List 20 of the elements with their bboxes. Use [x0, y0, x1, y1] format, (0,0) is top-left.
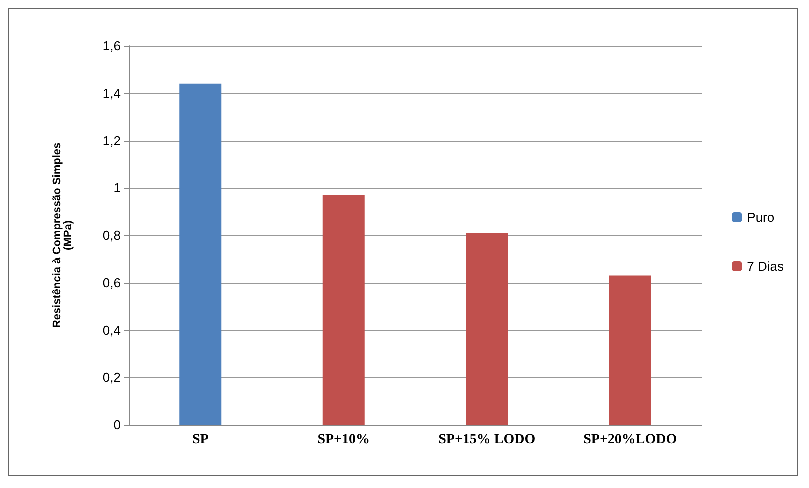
y-axis-title: Resistência à Compressão Simples (MPa) [52, 142, 74, 328]
bar [466, 233, 508, 425]
y-tick-label: 1 [114, 180, 121, 196]
x-tick-label: SP+20%LODO [584, 432, 678, 448]
legend-label: Puro [747, 210, 775, 225]
x-tick-label: SP+15% LODO [438, 432, 536, 448]
bar [322, 195, 365, 425]
y-tick-label: 0,6 [102, 275, 121, 290]
y-tick-label: 1,4 [102, 86, 121, 101]
x-tick-label: SP+10% [318, 432, 370, 448]
y-tick-label: 0,4 [102, 322, 121, 338]
bar [609, 276, 652, 425]
y-tick-label: 1,2 [102, 133, 121, 148]
bar [180, 84, 222, 425]
y-tick-label: 0,2 [102, 370, 121, 386]
x-tick-label: SP [192, 432, 210, 448]
y-tick-label: 0 [114, 418, 121, 432]
y-tick-label: 0,8 [102, 228, 121, 243]
y-tick-label: 1,6 [102, 38, 121, 54]
legend-label: 7 Dias [747, 259, 784, 274]
